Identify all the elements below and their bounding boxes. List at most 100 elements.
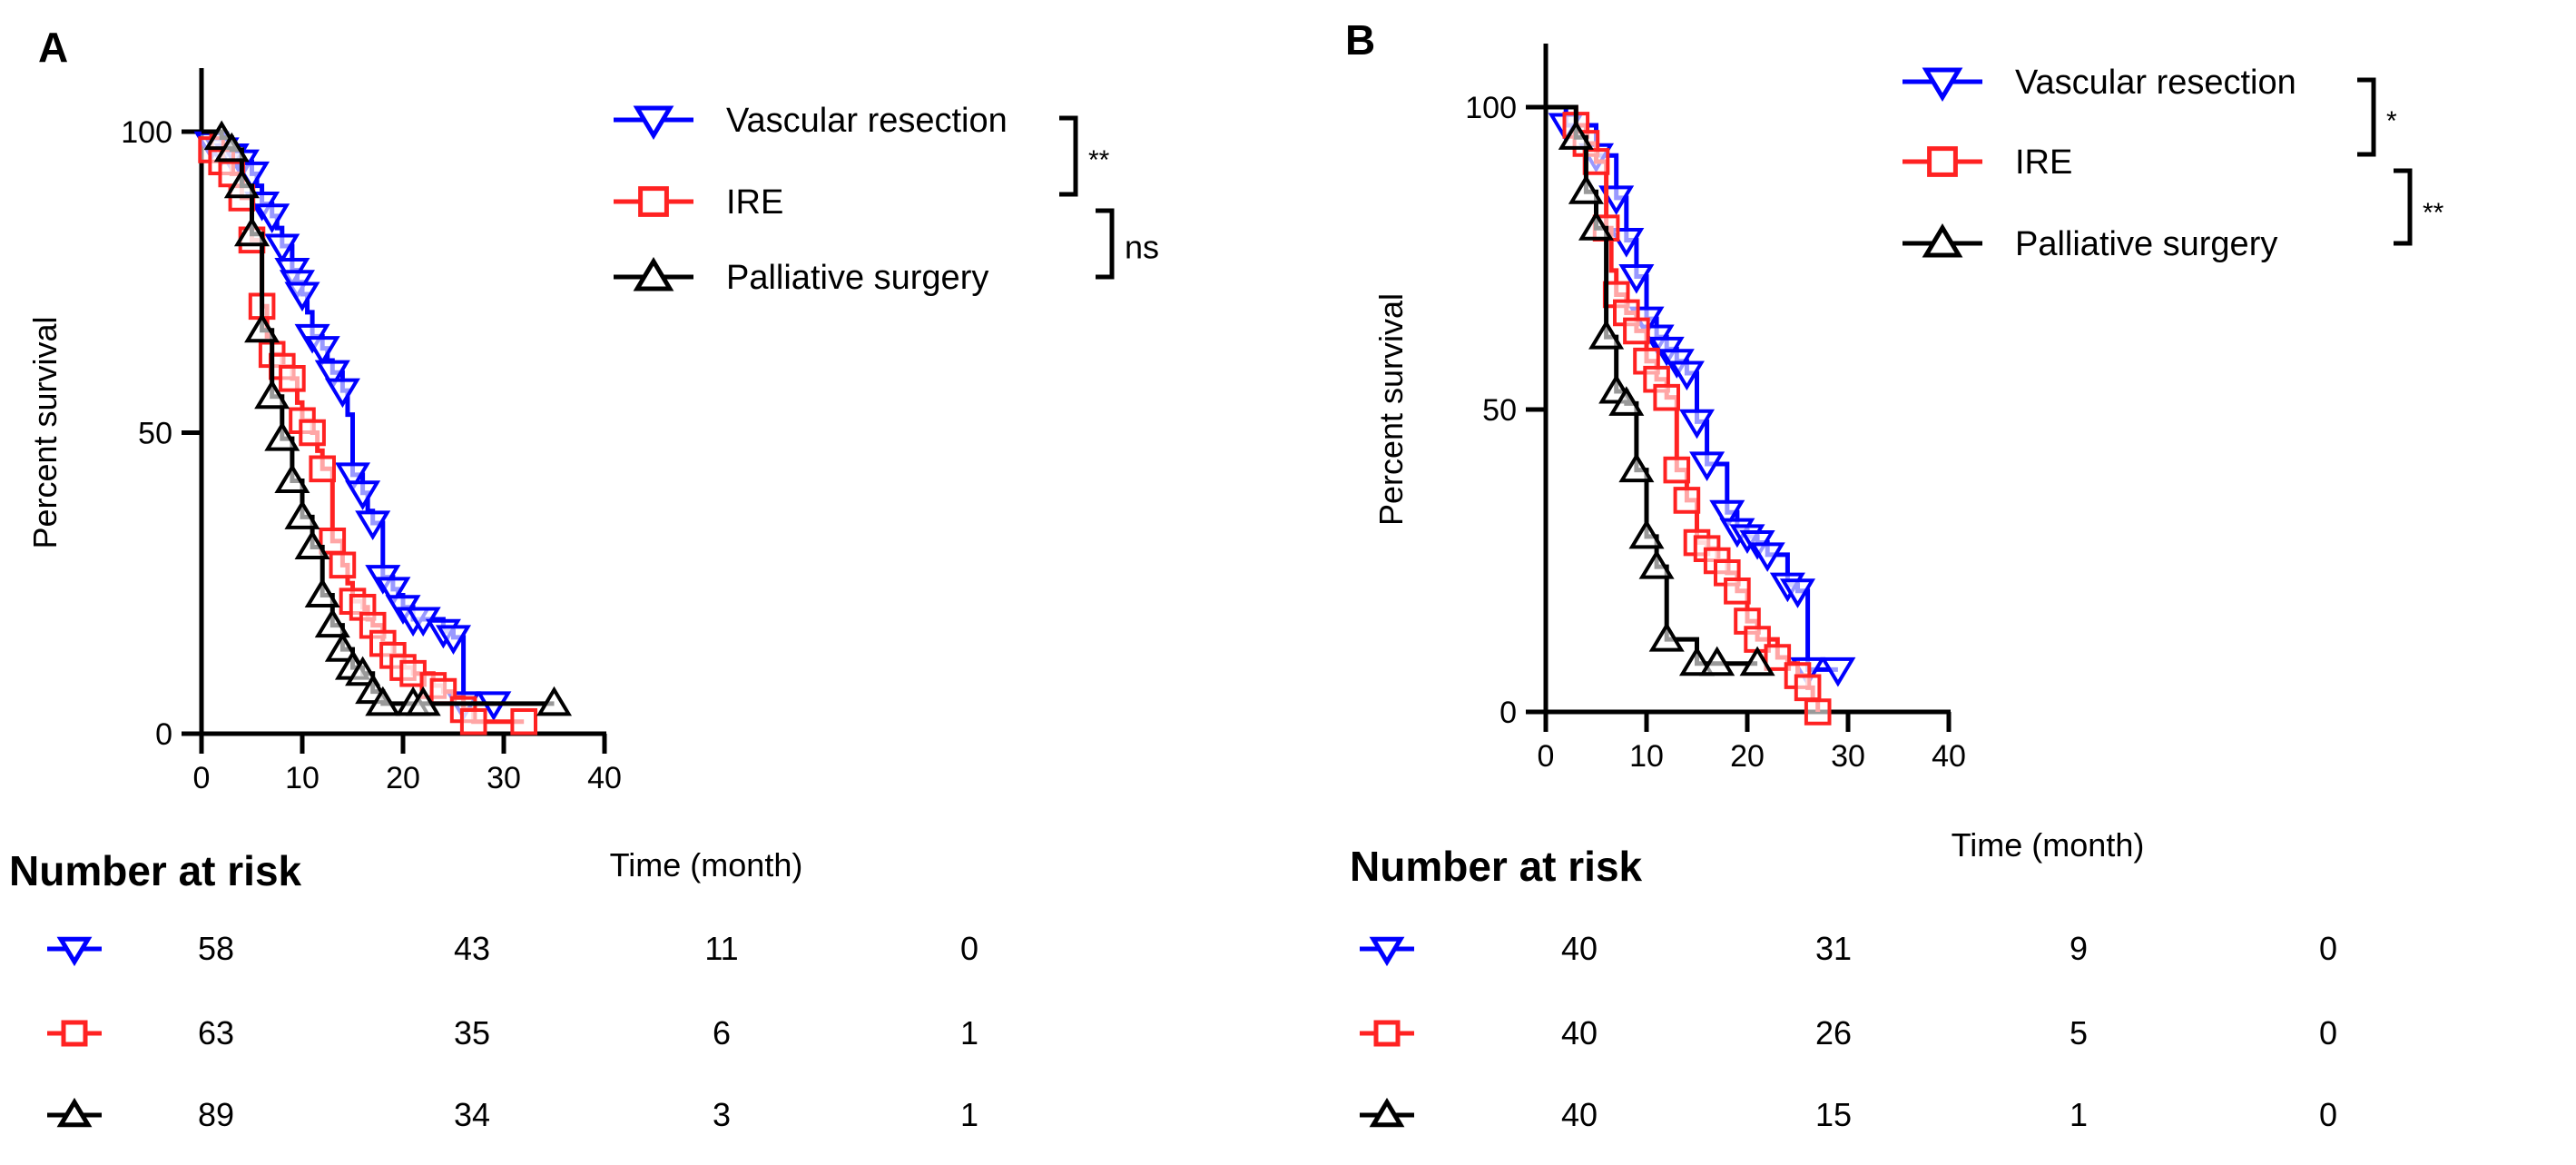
risk-table: Number at risk 58 43 11 0 63 35 6 1 89 34 3 1 [9,847,978,1133]
censor-mark [1623,317,1650,345]
risk-value: 0 [960,930,978,967]
risk-value: 15 [1815,1096,1852,1133]
series-palliative-surgery [1546,104,1775,676]
risk-value: 6 [713,1014,731,1051]
risk-value: 58 [198,930,234,967]
risk-value: 9 [2070,930,2088,967]
censor-mark [1749,542,1785,572]
censor-mark [459,707,487,736]
censor-mark [405,686,441,716]
censor-mark [304,336,340,366]
risk-table-title: Number at risk [9,847,302,894]
censor-mark [223,168,260,199]
censor-mark [284,281,320,312]
risk-value: 31 [1815,930,1852,967]
risk-value: 35 [454,1014,490,1051]
legend-label: Vascular resection [2015,64,2296,102]
risk-value: 1 [960,1014,978,1051]
censor-mark [264,233,300,264]
censor-mark [345,656,381,686]
risk-value: 0 [2319,930,2337,967]
risk-value: 3 [713,1096,731,1133]
censor-mark [1678,409,1716,439]
legend-marker-vascular-resection [1922,67,1963,102]
censor-mark [314,360,350,390]
censor-mark [264,421,300,451]
censor-mark [1794,674,1822,702]
risk-value: 5 [2070,1014,2088,1051]
legend-label: Vascular resection [726,102,1008,140]
censor-mark [233,216,270,247]
panel-label: B [1345,16,1375,64]
censor-mark [1709,499,1745,530]
censor-mark [536,686,573,716]
censor-mark [244,312,280,343]
risk-table: Number at risk 40 31 9 0 40 26 5 0 40 15 1 0 [1350,843,2337,1133]
risk-row-marker-palliative-surgery [1369,1097,1405,1128]
x-tick-label: 0 [1538,739,1555,774]
x-tick-label: 10 [1629,739,1664,774]
censor-mark [329,551,357,579]
legend-label: IRE [2015,143,2072,182]
risk-value: 40 [1561,930,1598,967]
y-axis-label: Percent survival [1372,293,1410,526]
censor-mark [1608,386,1645,416]
censor-mark [304,578,340,608]
risk-row-marker-vascular-resection [1369,936,1405,967]
risk-value: 89 [198,1096,234,1133]
x-tick-label: 10 [285,761,320,795]
x-tick-label: 0 [193,761,211,795]
censor-mark [355,510,391,541]
censor-mark [1558,120,1594,150]
legend-marker-ire [1927,146,1958,177]
censor-mark [1804,698,1832,726]
y-tick-label: 50 [1482,393,1517,428]
risk-value: 26 [1815,1014,1852,1051]
censor-mark [510,707,537,736]
censor-mark [1820,657,1856,687]
risk-value: 0 [2319,1014,2337,1051]
censor-mark [1568,174,1604,204]
legend-label: Palliative surgery [726,259,988,297]
y-axis-label: Percent survival [26,316,64,548]
risk-value: 0 [2319,1096,2337,1133]
series-palliative-surgery [202,120,573,716]
risk-value: 40 [1561,1014,1598,1051]
censor-mark [1618,263,1655,294]
bracket-1 [1059,115,1078,197]
risk-table-title: Number at risk [1350,843,1643,890]
censor-mark [1779,578,1816,608]
risk-row-marker-ire [61,1020,88,1047]
legend-marker-palliative-surgery [1922,223,1963,258]
censor-mark [1663,456,1691,484]
significance-label-2: ns [1125,229,1159,266]
risk-row-marker-vascular-resection [56,936,93,967]
censor-mark [1648,621,1685,652]
censor-mark [324,632,360,662]
censor-mark [309,455,336,483]
significance-label-1: * [2386,106,2397,136]
risk-value: 11 [704,930,738,967]
bracket-2 [2394,168,2413,246]
censor-mark [299,419,326,447]
x-tick-label: 40 [1932,739,1966,774]
censor-mark [375,577,411,607]
x-axis-label: Time (month) [610,846,803,884]
risk-row-marker-ire [1373,1020,1401,1047]
y-tick-label: 0 [1499,696,1517,730]
x-tick-label: 20 [386,761,420,795]
series-ire [198,129,537,736]
legend-label: IRE [726,183,783,222]
legend-marker-vascular-resection [633,105,674,140]
y-tick-label: 100 [1465,91,1517,125]
risk-value: 34 [454,1096,490,1133]
x-tick-label: 30 [1831,739,1865,774]
legend-label: Palliative surgery [2015,225,2277,263]
censor-mark [1638,549,1675,579]
risk-value: 43 [454,930,490,967]
censor-mark [345,480,381,510]
censor-mark [274,463,310,494]
risk-value: 40 [1561,1096,1598,1133]
